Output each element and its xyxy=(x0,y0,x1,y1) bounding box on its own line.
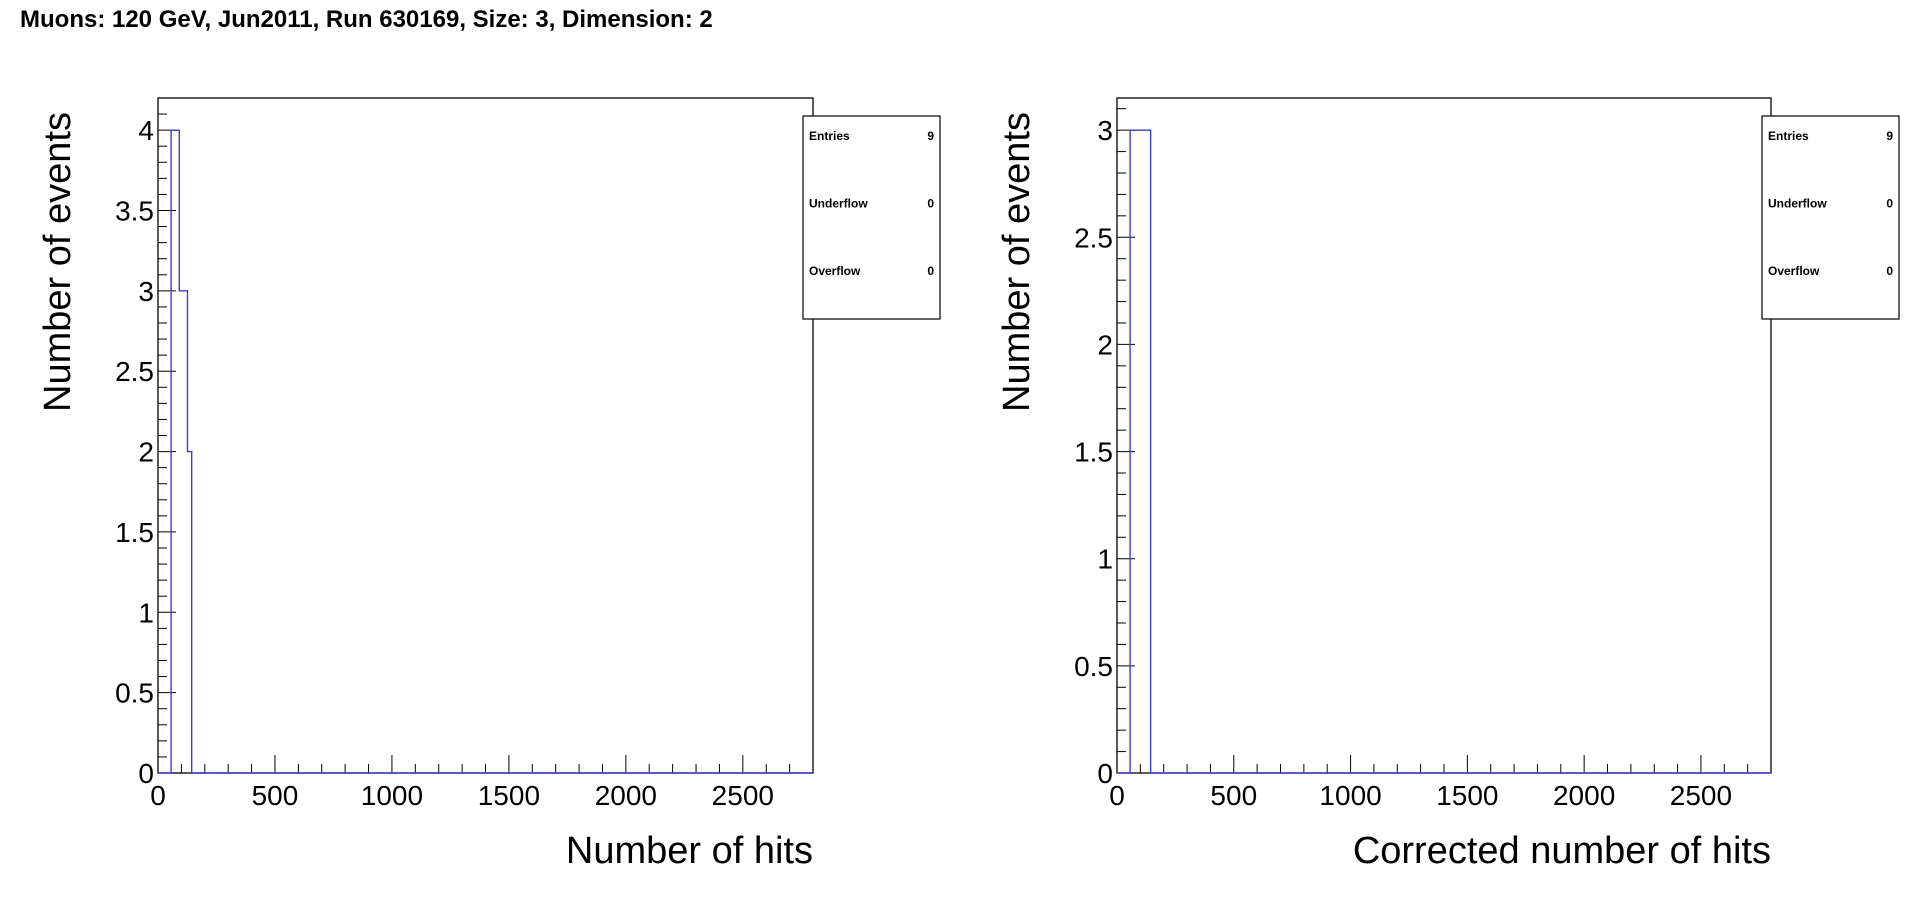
stats-value: 0 xyxy=(1886,197,1893,211)
y-tick-label: 0.5 xyxy=(1074,651,1113,682)
y-tick-label: 0 xyxy=(138,758,154,789)
stats-value: 0 xyxy=(1886,264,1893,278)
y-axis-title: Number of events xyxy=(996,112,1038,412)
stats-box xyxy=(802,115,941,320)
x-tick-label: 2000 xyxy=(595,780,657,811)
x-tick-label: 2500 xyxy=(1670,780,1732,811)
y-tick-label: 2.5 xyxy=(1074,222,1113,253)
x-tick-label: 1000 xyxy=(1319,780,1381,811)
x-tick-label: 1500 xyxy=(478,780,540,811)
y-tick-label: 2.5 xyxy=(115,356,154,387)
stats-value: 0 xyxy=(927,197,934,211)
stats-label: Entries xyxy=(809,129,850,143)
x-axis-title: Corrected number of hits xyxy=(1353,830,1771,872)
y-tick-label: 1 xyxy=(1097,544,1113,575)
x-tick-label: 500 xyxy=(1210,780,1257,811)
page-title: Muons: 120 GeV, Jun2011, Run 630169, Siz… xyxy=(20,6,713,33)
stats-label: Overflow xyxy=(1768,264,1820,278)
histogram-outline xyxy=(158,129,813,774)
y-tick-label: 2 xyxy=(138,437,154,468)
stats-label: Overflow xyxy=(809,264,861,278)
x-tick-label: 0 xyxy=(1109,780,1125,811)
y-tick-label: 1 xyxy=(138,597,154,628)
x-tick-label: 1000 xyxy=(361,780,423,811)
stats-label: Underflow xyxy=(809,197,868,211)
y-tick-label: 3 xyxy=(1097,115,1113,146)
y-axis-title: Number of events xyxy=(37,112,79,412)
stats-value: 0 xyxy=(927,264,934,278)
y-tick-label: 0.5 xyxy=(115,678,154,709)
y-tick-label: 3 xyxy=(138,276,154,307)
y-tick-label: 2 xyxy=(1097,329,1113,360)
x-axis-title: Number of hits xyxy=(566,830,813,872)
stats-label: Entries xyxy=(1768,129,1809,143)
histogram-outline xyxy=(1117,129,1771,774)
y-tick-label: 3.5 xyxy=(115,196,154,227)
histogram-bin xyxy=(1138,130,1150,773)
x-tick-label: 2500 xyxy=(712,780,774,811)
y-tick-label: 0 xyxy=(1097,758,1113,789)
stats-box xyxy=(1761,115,1900,320)
y-tick-label: 1.5 xyxy=(115,517,154,548)
y-tick-label: 1.5 xyxy=(1074,437,1113,468)
x-tick-label: 500 xyxy=(252,780,299,811)
x-tick-label: 1500 xyxy=(1436,780,1498,811)
plot-frame xyxy=(1116,97,1772,774)
x-tick-label: 0 xyxy=(150,780,166,811)
x-tick-label: 2000 xyxy=(1553,780,1615,811)
y-tick-label: 4 xyxy=(138,115,154,146)
stats-value: 9 xyxy=(1886,129,1893,143)
stats-value: 9 xyxy=(927,129,934,143)
stats-label: Underflow xyxy=(1768,197,1827,211)
